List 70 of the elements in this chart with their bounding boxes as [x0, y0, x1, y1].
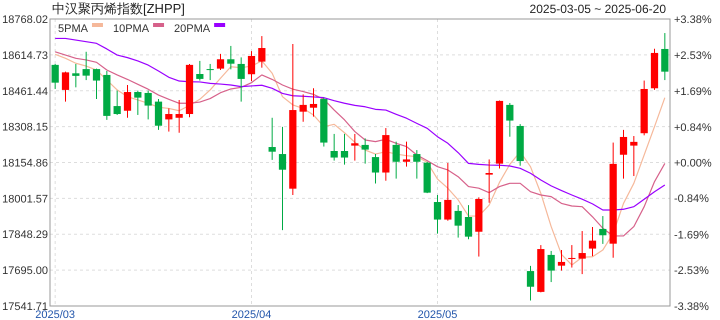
candlestick: [206, 63, 214, 81]
candlestick: [444, 162, 452, 222]
candlestick: [464, 204, 472, 240]
candlestick: [340, 133, 348, 166]
y-tick-label: 18461.44: [2, 86, 48, 98]
candlestick: [52, 63, 59, 90]
chart-title: 中汉聚丙烯指数[ZHPP]: [52, 1, 185, 16]
candlestick: [310, 88, 318, 118]
y2-tick-label: +3.38%: [674, 14, 712, 26]
candlestick: [114, 90, 121, 116]
y2-tick-label: -0.84%: [674, 193, 710, 206]
candlestick: [434, 194, 442, 234]
candlestick: [372, 154, 380, 184]
candlestick: [486, 158, 493, 204]
x-tick-label: 2025/05: [418, 309, 458, 320]
candlestick: [92, 68, 100, 100]
candlestick: [278, 126, 286, 231]
candlestick: [300, 94, 307, 122]
candlestick: [454, 204, 462, 238]
candlestick: [72, 63, 80, 88]
candlestick: [362, 138, 369, 164]
candlestick: [620, 129, 628, 180]
candlestick: [196, 60, 204, 82]
x-tick-label: 2025/04: [232, 309, 272, 320]
candlestick: [578, 230, 586, 275]
legend-label: 5PMA: [58, 23, 89, 35]
candlestick: [599, 216, 606, 244]
y2-tick-label: -2.53%: [674, 264, 710, 277]
candlestick: [588, 226, 596, 257]
candlestick: [330, 133, 338, 162]
y2-tick-label: +2.53%: [674, 50, 712, 62]
candlestick: [62, 71, 70, 102]
y2-tick-label: -3.38%: [674, 301, 710, 313]
candlestick: [548, 250, 555, 283]
candlestick: [258, 36, 266, 68]
candlestick: [227, 45, 234, 70]
candlestick: [506, 102, 514, 138]
legend-label: 20PMA: [174, 23, 211, 35]
y-tick-label: 18001.57: [2, 193, 48, 206]
candlestick: [526, 265, 534, 302]
y2-tick-label: +1.69%: [674, 86, 712, 98]
candlestick: [82, 51, 90, 81]
x-tick-label: 2025/03: [35, 309, 76, 320]
legend-label: 10PMA: [112, 23, 150, 35]
candlestick: [144, 90, 152, 120]
candlestick: [568, 244, 576, 268]
candlestick: [248, 50, 256, 82]
candlestick: [392, 141, 400, 180]
candlestick: [558, 250, 566, 272]
candlestick: [165, 108, 172, 132]
chart-subtitle: 2025-03-05 ~ 2025-06-20: [530, 2, 666, 16]
y2-tick-label: +0.84%: [674, 122, 712, 134]
candlestick: [630, 136, 638, 177]
y-tick-label: 18768.02: [2, 14, 48, 26]
candlestick: [661, 32, 668, 81]
candlestick: [402, 141, 410, 168]
y-tick-label: 18308.15: [2, 122, 48, 134]
y-tick-label: 17695.00: [2, 265, 48, 278]
candlestick: [134, 90, 142, 116]
candlestick: [413, 150, 420, 180]
candlestick: [238, 56, 245, 102]
y-tick-label: 18154.86: [2, 158, 48, 170]
candlestick: [176, 99, 183, 134]
y2-tick-label: +0.00%: [674, 158, 712, 170]
y2-tick-label: -1.69%: [674, 229, 710, 242]
y-tick-label: 18614.73: [2, 50, 48, 62]
candlestick: [124, 84, 132, 118]
y-tick-label: 17848.29: [2, 229, 48, 242]
candlestick: [268, 117, 276, 160]
candlestick: [216, 53, 224, 71]
